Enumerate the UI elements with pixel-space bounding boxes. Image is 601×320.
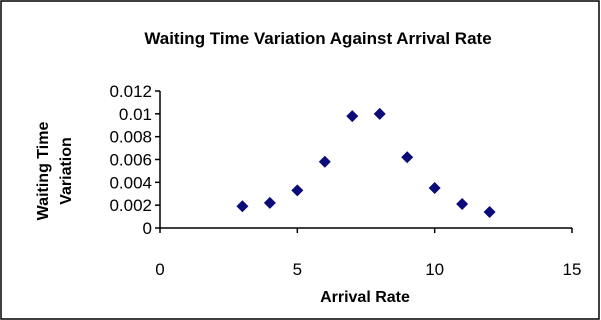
data-point	[373, 107, 386, 120]
y-axis-label-line-1: Waiting Time	[35, 122, 52, 221]
data-point	[291, 184, 304, 197]
data-point	[263, 196, 276, 209]
y-tick-label: 0.004	[109, 173, 152, 192]
y-tick-label: 0.006	[109, 151, 152, 170]
x-axis-label: Arrival Rate	[320, 289, 410, 306]
x-tick-label: 5	[293, 260, 302, 279]
y-tick-label: 0	[143, 219, 152, 238]
x-tick-label: 15	[563, 260, 582, 279]
y-tick-label: 0.002	[109, 196, 152, 215]
x-tick-label: 10	[425, 260, 444, 279]
data-point	[401, 151, 414, 164]
y-tick-label: 0.01	[119, 105, 152, 124]
y-axis-ticks: 0 0.002 0.004 0.006 0.008 0.01 0.012	[109, 82, 160, 238]
x-tick-label: 0	[155, 260, 164, 279]
data-point	[318, 155, 331, 168]
data-point	[346, 110, 359, 123]
y-axis-label-line-2: Variation	[58, 137, 75, 205]
data-point	[236, 200, 249, 213]
y-tick-label: 0.012	[109, 82, 152, 101]
chart-title: Waiting Time Variation Against Arrival R…	[144, 29, 491, 48]
data-points	[236, 107, 496, 219]
data-point	[483, 206, 496, 219]
y-tick-label: 0.008	[109, 128, 152, 147]
data-point	[456, 198, 469, 211]
data-point	[428, 182, 441, 195]
x-axis-ticks: 0 5 10 15	[155, 228, 581, 279]
y-axis-label: Waiting Time Variation	[35, 122, 75, 221]
